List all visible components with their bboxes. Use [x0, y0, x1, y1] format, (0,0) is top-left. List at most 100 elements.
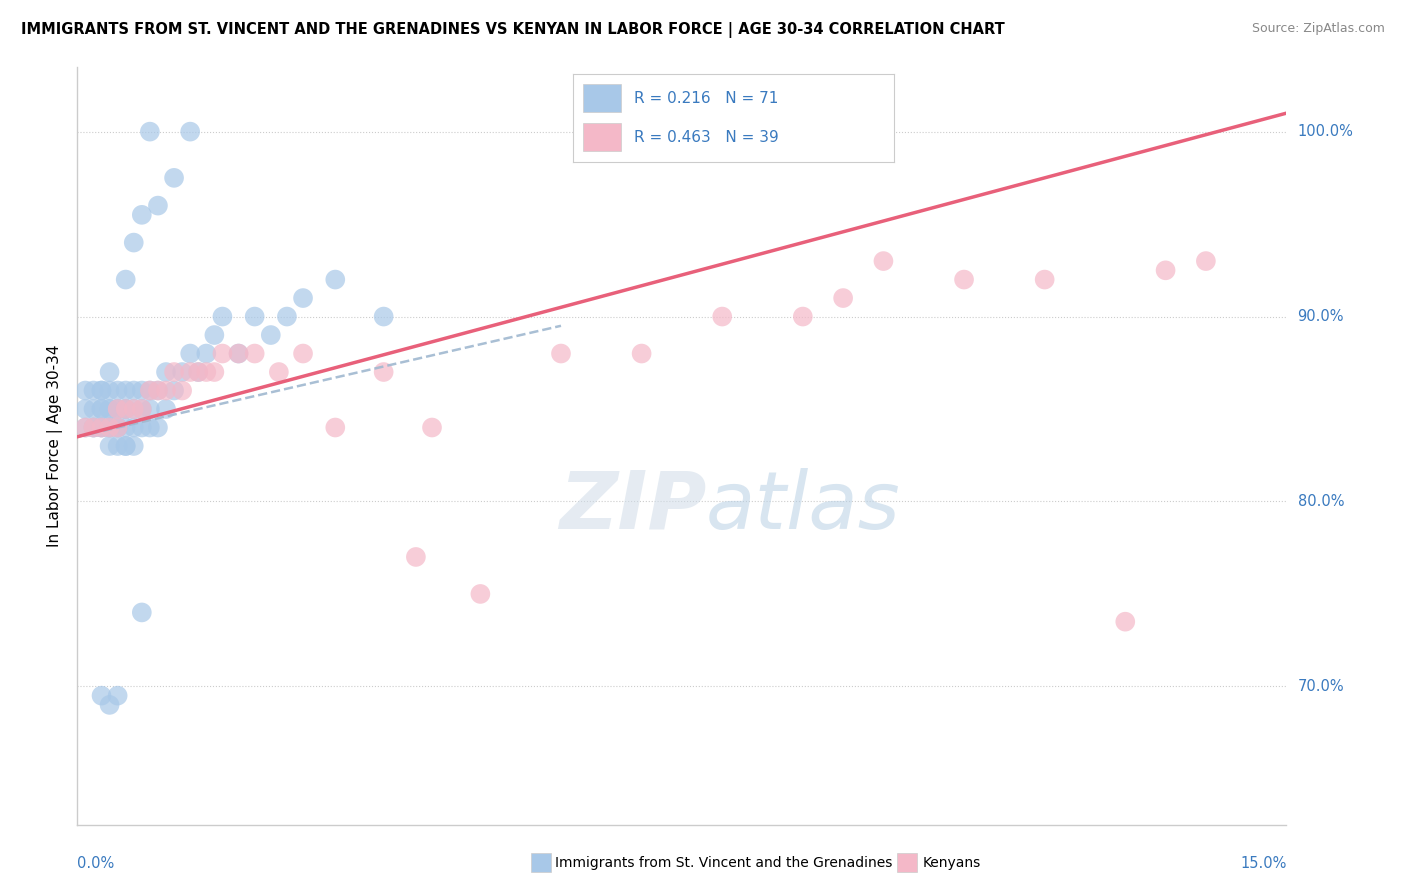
Point — [107, 402, 129, 417]
Text: Immigrants from St. Vincent and the Grenadines: Immigrants from St. Vincent and the Gren… — [555, 855, 893, 870]
Point — [267, 365, 290, 379]
Point — [75, 420, 97, 434]
Point — [114, 402, 136, 417]
Point — [114, 402, 136, 417]
Point — [243, 346, 266, 360]
Point — [146, 198, 169, 212]
Point — [131, 420, 153, 434]
Text: IMMIGRANTS FROM ST. VINCENT AND THE GRENADINES VS KENYAN IN LABOR FORCE | AGE 30: IMMIGRANTS FROM ST. VINCENT AND THE GREN… — [21, 22, 1005, 38]
Point — [122, 402, 145, 417]
Point — [243, 310, 266, 324]
Point — [1114, 615, 1136, 629]
Point — [82, 420, 104, 434]
Point — [90, 420, 112, 434]
Point — [98, 402, 121, 417]
Point — [107, 439, 129, 453]
Text: 100.0%: 100.0% — [1298, 124, 1354, 139]
Point — [122, 384, 145, 398]
Text: atlas: atlas — [706, 467, 901, 546]
Point — [155, 384, 177, 398]
Point — [202, 328, 225, 343]
Point — [98, 698, 121, 712]
Point — [155, 402, 177, 417]
Point — [202, 365, 225, 379]
Point — [114, 402, 136, 417]
Point — [122, 235, 145, 250]
Point — [131, 208, 153, 222]
Point — [630, 346, 652, 360]
Point — [75, 384, 97, 398]
Point — [228, 346, 250, 360]
Point — [187, 365, 209, 379]
Point — [373, 365, 395, 379]
Point — [146, 420, 169, 434]
Point — [146, 384, 169, 398]
Point — [82, 420, 104, 434]
Point — [276, 310, 298, 324]
Point — [323, 272, 346, 286]
Point — [107, 689, 129, 703]
Point — [98, 402, 121, 417]
Point — [292, 291, 315, 305]
Point — [172, 384, 194, 398]
Point — [187, 365, 209, 379]
Point — [82, 402, 104, 417]
Point — [82, 384, 104, 398]
Text: 70.0%: 70.0% — [1298, 679, 1344, 694]
Point — [163, 384, 186, 398]
Point — [195, 365, 218, 379]
Point — [146, 384, 169, 398]
Text: 0.0%: 0.0% — [77, 855, 114, 871]
Point — [172, 365, 194, 379]
Point — [155, 365, 177, 379]
Point — [163, 170, 186, 185]
Point — [107, 402, 129, 417]
Point — [711, 310, 734, 324]
Point — [211, 346, 233, 360]
Point — [107, 384, 129, 398]
Point — [107, 420, 129, 434]
Point — [122, 420, 145, 434]
Y-axis label: In Labor Force | Age 30-34: In Labor Force | Age 30-34 — [48, 344, 63, 548]
Point — [107, 420, 129, 434]
Point — [228, 346, 250, 360]
Point — [90, 402, 112, 417]
Point — [90, 689, 112, 703]
Point — [872, 254, 894, 268]
Point — [1195, 254, 1218, 268]
Point — [75, 402, 97, 417]
Point — [90, 420, 112, 434]
Point — [405, 549, 427, 564]
Point — [98, 365, 121, 379]
Point — [1033, 272, 1056, 286]
Point — [550, 346, 572, 360]
Point — [131, 384, 153, 398]
Point — [139, 125, 162, 139]
Point — [832, 291, 855, 305]
Point — [131, 606, 153, 620]
Point — [260, 328, 283, 343]
Point — [107, 420, 129, 434]
Point — [139, 384, 162, 398]
Point — [195, 346, 218, 360]
Point — [1154, 263, 1177, 277]
Point — [98, 384, 121, 398]
Point — [107, 402, 129, 417]
Point — [420, 420, 443, 434]
Point — [114, 384, 136, 398]
Text: 15.0%: 15.0% — [1240, 855, 1286, 871]
Point — [122, 402, 145, 417]
Point — [98, 420, 121, 434]
Point — [179, 346, 201, 360]
Text: Source: ZipAtlas.com: Source: ZipAtlas.com — [1251, 22, 1385, 36]
Text: 90.0%: 90.0% — [1298, 309, 1344, 324]
Point — [114, 439, 136, 453]
Point — [98, 420, 121, 434]
Point — [114, 439, 136, 453]
Point — [114, 272, 136, 286]
Point — [373, 310, 395, 324]
Point — [470, 587, 492, 601]
Point — [163, 365, 186, 379]
Point — [122, 439, 145, 453]
Point — [139, 402, 162, 417]
